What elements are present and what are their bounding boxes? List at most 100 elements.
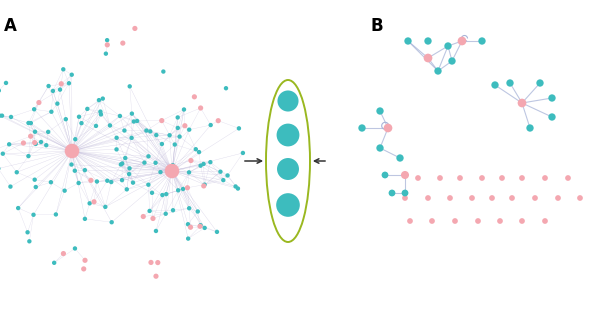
Point <box>101 204 110 209</box>
Point <box>125 84 134 89</box>
Point <box>89 199 99 204</box>
Point <box>170 142 179 147</box>
Point <box>85 201 94 206</box>
Point <box>196 163 205 168</box>
Point <box>283 132 293 137</box>
Point <box>196 105 205 110</box>
Point <box>175 134 184 139</box>
Point <box>575 196 585 201</box>
Point <box>547 95 557 100</box>
Point <box>151 228 161 233</box>
Point <box>199 162 208 167</box>
Point <box>128 180 138 185</box>
Point <box>517 100 527 105</box>
Point <box>194 150 204 155</box>
Point <box>400 191 410 196</box>
Point <box>147 190 157 195</box>
Point <box>103 178 112 183</box>
Point <box>143 182 153 187</box>
Point <box>400 196 410 201</box>
Point <box>30 140 40 145</box>
Point <box>145 129 155 134</box>
Point <box>47 109 56 114</box>
Point <box>26 121 35 126</box>
Point <box>116 162 125 167</box>
Point <box>95 109 105 114</box>
Point <box>139 214 148 219</box>
Point <box>153 260 163 265</box>
Point <box>196 223 205 228</box>
Point <box>283 167 293 172</box>
Point <box>26 134 35 139</box>
Point <box>121 156 130 161</box>
Point <box>200 225 209 230</box>
Point <box>70 137 80 142</box>
Point <box>140 160 149 165</box>
Point <box>283 203 293 208</box>
Point <box>233 186 243 191</box>
Point <box>158 69 168 74</box>
Point <box>117 178 127 183</box>
Point <box>46 180 56 185</box>
Point <box>375 109 385 114</box>
Point <box>375 146 385 151</box>
Point <box>86 178 96 183</box>
Point <box>13 206 23 211</box>
Point <box>142 128 151 133</box>
Point <box>467 196 477 201</box>
Point <box>29 212 38 217</box>
Point <box>67 72 77 77</box>
Point <box>64 81 74 86</box>
Point <box>215 169 225 174</box>
Point <box>445 196 455 201</box>
Point <box>43 129 53 134</box>
Ellipse shape <box>266 80 310 242</box>
Point <box>56 81 66 86</box>
Point <box>238 151 248 156</box>
Point <box>167 168 177 173</box>
Point <box>191 147 200 152</box>
Point <box>92 179 102 184</box>
Point <box>505 80 515 85</box>
Point <box>48 89 58 94</box>
Point <box>112 135 121 140</box>
Point <box>0 113 4 118</box>
Point <box>234 126 244 131</box>
Point <box>132 118 142 123</box>
Point <box>178 187 188 192</box>
Point <box>119 128 129 133</box>
Point <box>107 220 116 225</box>
Point <box>199 183 209 188</box>
Point <box>535 80 545 85</box>
Point <box>112 147 121 152</box>
Point <box>435 176 445 181</box>
Point <box>143 154 153 159</box>
Point <box>80 216 90 221</box>
Point <box>36 140 46 145</box>
Point <box>83 106 92 111</box>
Point <box>80 258 90 263</box>
Point <box>155 170 165 175</box>
Point <box>145 208 154 213</box>
Point <box>477 176 487 181</box>
Point <box>218 178 228 183</box>
Point <box>148 216 158 221</box>
Point <box>6 115 16 120</box>
Point <box>158 192 167 198</box>
Point <box>383 126 393 131</box>
Point <box>403 38 413 44</box>
Point <box>173 188 183 193</box>
Point <box>563 176 573 181</box>
Point <box>457 38 467 44</box>
Point <box>23 121 33 126</box>
Point <box>129 119 139 124</box>
Point <box>413 176 423 181</box>
Point <box>182 185 192 190</box>
Point <box>553 196 563 201</box>
Point <box>179 107 189 112</box>
Point <box>183 222 193 227</box>
Point <box>193 209 203 214</box>
Point <box>77 121 86 126</box>
Point <box>214 118 223 123</box>
Point <box>115 113 125 118</box>
